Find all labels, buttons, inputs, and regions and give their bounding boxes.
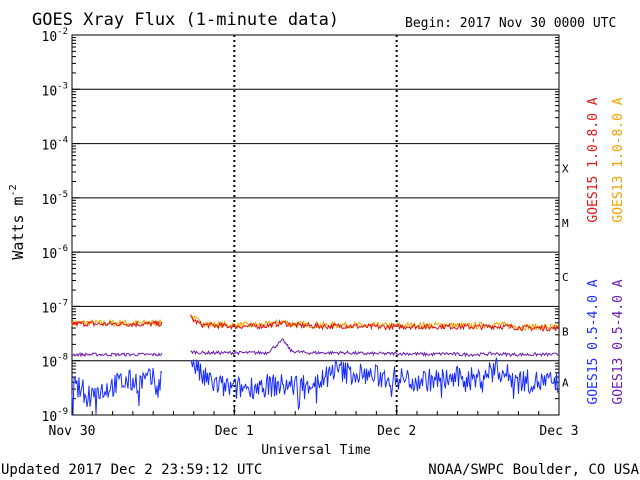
flare-class-labels: X M C B A xyxy=(562,163,569,390)
series-lines xyxy=(71,314,559,416)
y-tick-label: 10-9 xyxy=(42,407,69,425)
legend-entry: GOES15 0.5-4.0 A xyxy=(586,279,601,404)
legend-entry: GOES15 1.0-8.0 A xyxy=(586,97,601,222)
credit-text: NOAA/SWPC Boulder, CO USA xyxy=(428,462,639,478)
x-axis-ticks: Nov 30 Dec 1 Dec 2 Dec 3 xyxy=(49,407,579,439)
legend-entry: GOES13 1.0-8.0 A xyxy=(611,97,626,222)
y-axis-label: Watts m-2 xyxy=(8,184,27,259)
series-line-goes15-0-5-4-0-a xyxy=(190,357,559,410)
plot-area xyxy=(71,34,560,416)
x-axis-label: Universal Time xyxy=(261,443,371,458)
series-line-goes15-1-0-8-0-a xyxy=(71,319,163,328)
y-tick-label: 10-4 xyxy=(42,136,69,154)
series-line-goes13-0-5-4-0-a xyxy=(71,351,163,358)
series-line-goes13-1-0-8-0-a xyxy=(71,318,163,328)
y-tick-label: 10-6 xyxy=(42,244,69,262)
legend-entry: GOES13 0.5-4.0 A xyxy=(611,279,626,404)
flare-class-M: M xyxy=(562,217,569,230)
series-line-goes15-0-5-4-0-a xyxy=(71,367,163,416)
day-dividers xyxy=(233,35,398,415)
y-tick-label: 10-8 xyxy=(42,353,69,371)
x-tick-label: Dec 2 xyxy=(377,424,416,439)
updated-timestamp: Updated 2017 Dec 2 23:59:12 UTC xyxy=(1,462,262,478)
flare-class-C: C xyxy=(562,271,569,284)
series-line-goes15-1-0-8-0-a xyxy=(190,314,559,332)
y-tick-label: 10-5 xyxy=(42,190,69,208)
x-tick-label: Nov 30 xyxy=(49,424,96,439)
begin-label: Begin: 2017 Nov 30 0000 UTC xyxy=(405,16,616,31)
y-tick-label: 10-2 xyxy=(42,27,69,45)
legend: GOES15 1.0-8.0 A GOES13 1.0-8.0 A GOES15 0… xyxy=(586,97,626,404)
flare-class-B: B xyxy=(562,325,569,338)
y-tick-label: 10-3 xyxy=(42,81,69,99)
y-axis-ticks: 10-2 10-3 10-4 10-5 10-6 10-7 10-8 10-9 xyxy=(42,27,559,425)
x-tick-label: Dec 1 xyxy=(215,424,254,439)
series-line-goes13-1-0-8-0-a xyxy=(190,315,559,331)
chart-title: GOES Xray Flux (1-minute data) xyxy=(32,10,339,30)
decade-gridlines xyxy=(72,88,559,362)
x-tick-label: Dec 3 xyxy=(539,424,578,439)
series-line-goes13-0-5-4-0-a xyxy=(190,338,559,358)
flare-class-A: A xyxy=(562,377,569,390)
y-tick-label: 10-7 xyxy=(42,298,69,316)
flare-class-X: X xyxy=(562,163,569,176)
